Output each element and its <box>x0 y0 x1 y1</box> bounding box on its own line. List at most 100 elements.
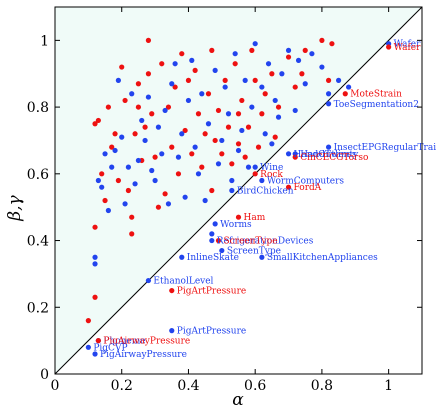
data-point-red <box>119 64 125 70</box>
data-point-red <box>199 164 205 170</box>
point-label: CinCECGTorso <box>300 153 368 163</box>
labeled-point <box>179 254 185 260</box>
data-point-red <box>145 37 152 43</box>
data-point-blue <box>295 57 302 63</box>
y-tick-label: 0.4 <box>27 234 49 250</box>
point-labels: WaferWaferMoteStrainToeSegmentation2Inse… <box>93 40 436 360</box>
point-label: PigAirwayPressure <box>103 337 190 347</box>
data-point-blue <box>99 184 105 190</box>
data-point-red <box>189 151 195 157</box>
data-point-blue <box>155 124 162 130</box>
labeled-point <box>85 344 91 350</box>
data-point-red <box>165 104 172 110</box>
point-label: FordA <box>294 183 322 193</box>
data-point-blue <box>239 127 245 134</box>
data-point-red <box>182 127 188 134</box>
data-point-blue <box>129 91 135 97</box>
y-tick-label: 0.6 <box>27 167 49 183</box>
data-point-blue <box>302 81 308 87</box>
data-point-red <box>209 187 215 194</box>
data-point-blue <box>222 84 228 90</box>
data-point-red <box>169 144 175 150</box>
data-point-blue <box>279 71 285 77</box>
point-label: Wafer <box>394 40 421 50</box>
data-point-blue <box>125 164 131 170</box>
data-point-red <box>219 151 225 157</box>
point-label: ScreenType <box>227 247 281 257</box>
data-point-red <box>212 137 218 144</box>
data-point-blue <box>252 41 258 47</box>
data-point-blue <box>175 154 182 160</box>
data-point-blue <box>92 261 98 267</box>
data-point-red <box>225 124 232 130</box>
data-point-blue <box>132 181 138 187</box>
labeled-point <box>342 91 348 97</box>
data-point-red <box>242 154 248 160</box>
data-point-red <box>85 318 91 324</box>
data-point-red <box>262 91 268 97</box>
data-point-red <box>129 214 135 220</box>
data-point-red <box>149 111 155 117</box>
point-label: Wine <box>260 163 283 173</box>
data-point-red <box>229 161 235 167</box>
data-point-red <box>115 177 121 184</box>
data-point-red <box>125 187 131 194</box>
diagonal-line <box>54 6 423 375</box>
point-label: PigArtPressure <box>177 287 246 297</box>
data-point-blue <box>105 207 111 214</box>
point-label: RefrigerationDevices <box>217 237 314 247</box>
data-point-red <box>159 61 165 67</box>
data-point-blue <box>259 84 265 90</box>
data-point-red <box>329 41 335 47</box>
data-point-red <box>142 124 148 130</box>
data-point-blue <box>135 157 142 164</box>
point-label: InsectEPGRegularTrain <box>334 143 436 153</box>
labeled-point <box>145 277 152 284</box>
data-point-red <box>95 117 101 124</box>
data-point-blue <box>139 117 145 124</box>
point-label: ScreenType <box>223 237 277 247</box>
data-point-red <box>132 131 138 137</box>
data-point-blue <box>142 137 148 144</box>
labeled-point <box>259 177 265 184</box>
point-label: HandOutlines <box>294 150 357 160</box>
data-point-blue <box>335 77 342 83</box>
labeled-point <box>169 328 175 334</box>
data-point-blue <box>179 131 185 137</box>
data-point-blue <box>202 197 208 204</box>
point-label: WormComputers <box>267 176 345 186</box>
labeled-point <box>325 144 332 150</box>
point-label: MoteStrain <box>350 90 402 100</box>
labeled-point <box>235 214 242 220</box>
data-point-red <box>259 111 265 117</box>
data-point-blue <box>269 141 275 147</box>
data-point-blue <box>272 97 278 104</box>
y-axis-title: β,γ <box>5 194 25 221</box>
labeled-point <box>386 44 392 50</box>
data-point-blue <box>185 97 192 104</box>
data-point-red <box>209 47 215 53</box>
data-point-red <box>299 71 305 77</box>
data-point-red <box>232 61 238 67</box>
data-point-blue <box>205 121 212 127</box>
data-point-blue <box>275 114 282 120</box>
data-point-blue <box>212 67 218 73</box>
data-point-red <box>292 84 298 90</box>
point-label: InlineSkate <box>187 253 239 263</box>
data-point-red <box>155 204 162 210</box>
data-point-red <box>245 124 252 130</box>
data-point-red <box>239 97 245 104</box>
data-point-red <box>319 37 325 43</box>
data-point-blue <box>172 61 178 67</box>
point-label: SmallKitchenAppliances <box>267 253 378 263</box>
y-tick-label: 0.2 <box>27 300 49 316</box>
data-point-red <box>92 224 98 230</box>
labeled-point <box>285 184 292 190</box>
data-point-blue <box>249 104 255 110</box>
labeled-point <box>92 351 98 357</box>
data-point-red <box>135 81 142 87</box>
data-point-red <box>325 77 332 83</box>
data-point-red <box>152 154 158 160</box>
point-label: Rock <box>260 170 283 180</box>
